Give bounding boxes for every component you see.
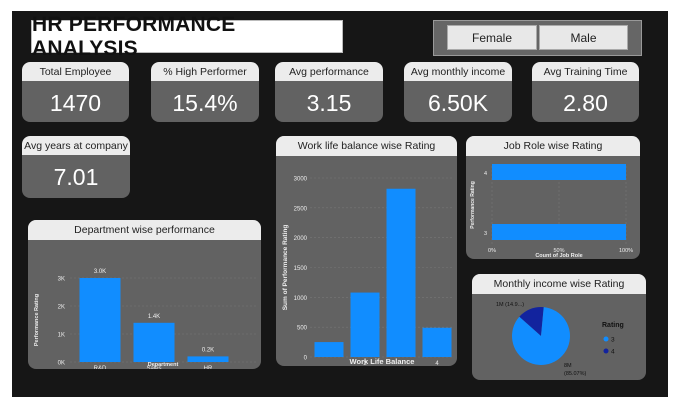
y-tick-label: 3 xyxy=(484,231,487,237)
chart-title: Work life balance wise Rating xyxy=(276,136,457,156)
bar-balance-1 xyxy=(314,342,344,357)
kpi-avg-monthly-income: Avg monthly income 6.50K xyxy=(404,62,512,122)
bar-rd xyxy=(79,278,121,362)
kpi-value: 15.4% xyxy=(172,90,238,116)
y-tick-label: 1000 xyxy=(294,296,308,302)
kpi-label: Avg Training Time xyxy=(532,62,639,81)
monthly-income-chart: Monthly income wise Rating 1M (14.9...) 8… xyxy=(472,274,646,380)
kpi-value: 6.50K xyxy=(427,90,489,116)
data-label: 1.4K xyxy=(148,314,160,320)
y-tick-label: 3000 xyxy=(294,177,308,183)
legend-label: 3 xyxy=(611,337,615,344)
slicer-female-button[interactable]: Female xyxy=(447,25,537,50)
bar-balance-4 xyxy=(422,327,452,357)
work-life-chart-svg: 0 500 1000 1500 2000 2500 3000 2 4 Work Life Bala… xyxy=(282,177,454,366)
chart-title: Department wise performance xyxy=(28,220,261,240)
kpi-label: Total Employee xyxy=(22,62,129,81)
data-label: 0.2K xyxy=(202,347,214,353)
kpi-label: % High Performer xyxy=(151,62,259,81)
kpi-avg-performance: Avg performance 3.15 xyxy=(275,62,383,122)
monthly-income-pie-svg: 1M (14.9...) 8M (85.07%) Rating 3 4 xyxy=(496,302,624,377)
gender-slicer: Female Male xyxy=(433,20,642,56)
legend-marker xyxy=(603,336,609,342)
y-tick-label: 2500 xyxy=(294,206,308,212)
department-chart-svg: 0K 1K 2K 3K 3.0K R&D 1.4K Sales 0.2K HR Department… xyxy=(34,269,256,369)
legend-marker xyxy=(603,348,609,354)
y-axis-label: Performance Rating xyxy=(470,181,476,229)
y-tick-label: 3K xyxy=(58,277,65,283)
data-label: 1M (14.9...) xyxy=(496,302,524,308)
x-tick-label: 50% xyxy=(553,248,564,254)
data-label: (85.07%) xyxy=(564,371,586,377)
pie-slice-rating-4 xyxy=(519,307,544,336)
bar-hr xyxy=(187,356,229,362)
y-tick-label: 0 xyxy=(304,356,308,362)
bar-sales xyxy=(133,322,175,362)
x-axis-label: Count of Job Role xyxy=(535,253,582,259)
y-tick-label: 2K xyxy=(58,305,65,311)
dashboard-title: HR PERFORMANCE ANALYSIS xyxy=(32,12,236,60)
y-tick-label: 4 xyxy=(484,171,487,177)
pie-slice-rating-3 xyxy=(512,307,570,365)
x-tick-label: HR xyxy=(204,366,213,369)
bar-balance-2 xyxy=(350,292,380,357)
x-tick-label: 4 xyxy=(435,361,439,366)
bar-rating-3 xyxy=(492,224,626,240)
data-label: 3.0K xyxy=(94,269,106,275)
y-axis-label: Sum of Performance Rating xyxy=(282,225,289,311)
kpi-avg-training-time: Avg Training Time 2.80 xyxy=(532,62,639,122)
data-label: 8M xyxy=(564,363,572,369)
x-tick-label: 0% xyxy=(488,248,496,254)
slicer-male-button[interactable]: Male xyxy=(539,25,628,50)
bar-balance-3 xyxy=(386,188,416,357)
chart-title: Job Role wise Rating xyxy=(466,136,640,156)
kpi-total-employee: Total Employee 1470 xyxy=(22,62,129,122)
x-tick-label: R&D xyxy=(94,366,107,369)
kpi-value: 7.01 xyxy=(53,164,99,190)
kpi-label: Avg performance xyxy=(275,62,383,81)
y-tick-label: 1500 xyxy=(294,266,308,272)
x-tick-label: Sales xyxy=(146,366,161,369)
y-tick-label: 500 xyxy=(297,326,308,332)
y-tick-label: 2000 xyxy=(294,236,308,242)
kpi-value: 1470 xyxy=(49,90,102,116)
x-axis-label: Work Life Balance xyxy=(350,357,415,366)
y-tick-label: 0K xyxy=(58,361,65,367)
kpi-high-performer: % High Performer 15.4% xyxy=(151,62,259,122)
job-role-chart-svg: 0% 50% 100% 4 3 Count of Job Role Performance … xyxy=(470,164,633,259)
kpi-value: 3.15 xyxy=(306,90,352,116)
kpi-avg-years-at-company: Avg years at company 7.01 xyxy=(22,136,130,198)
kpi-label: Avg monthly income xyxy=(404,62,512,81)
dashboard-title-box: HR PERFORMANCE ANALYSIS xyxy=(31,13,343,60)
legend-title: Rating xyxy=(602,322,624,329)
x-tick-label: 2 xyxy=(363,361,367,366)
chart-title: Monthly income wise Rating xyxy=(472,274,646,294)
x-tick-label: 100% xyxy=(619,248,633,254)
x-axis-label: Department xyxy=(148,362,179,368)
kpi-label: Avg years at company xyxy=(22,136,130,155)
work-life-balance-chart: Work life balance wise Rating 0 500 1000 15… xyxy=(276,136,457,366)
job-role-chart: Job Role wise Rating 0% 50% 100% 4 3 Count of… xyxy=(466,136,640,259)
department-performance-chart: Department wise performance 0K 1K 2K 3K 3.0K… xyxy=(28,220,261,369)
y-tick-label: 1K xyxy=(58,333,65,339)
y-axis-label: Performance Rating xyxy=(34,294,40,346)
legend-label: 4 xyxy=(611,349,615,356)
kpi-value: 2.80 xyxy=(563,90,608,116)
bar-rating-4 xyxy=(492,164,626,180)
